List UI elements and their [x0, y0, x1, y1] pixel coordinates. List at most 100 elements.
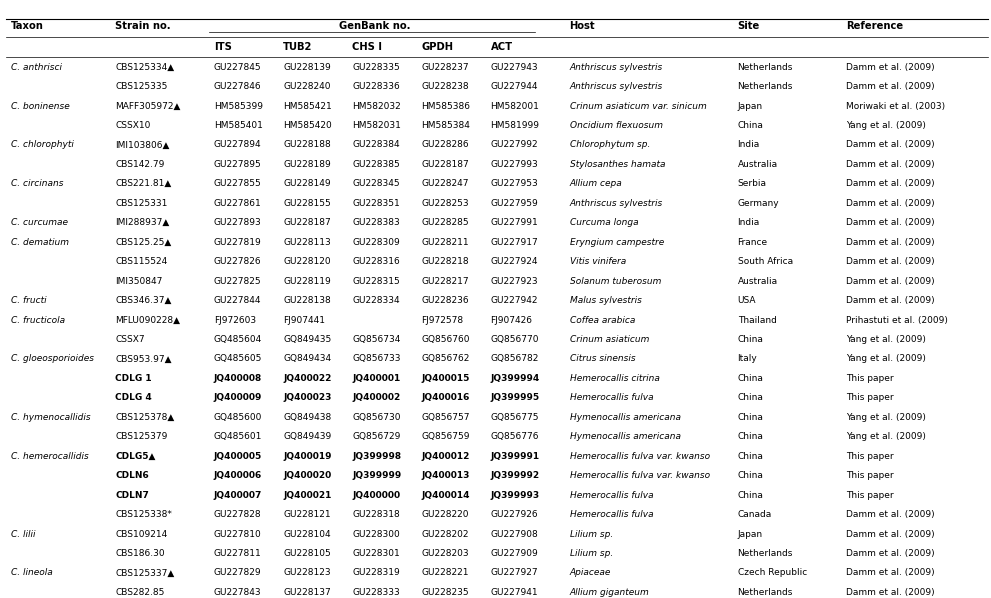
Text: GU228301: GU228301 [352, 549, 400, 558]
Text: CBS115524: CBS115524 [115, 257, 167, 266]
Text: GU228300: GU228300 [352, 530, 400, 539]
Text: GU228236: GU228236 [421, 296, 469, 305]
Text: GPDH: GPDH [421, 42, 454, 53]
Text: GQ849434: GQ849434 [283, 355, 331, 364]
Text: GU227992: GU227992 [491, 141, 538, 150]
Text: HM582001: HM582001 [491, 102, 539, 111]
Text: GU227943: GU227943 [491, 63, 538, 72]
Text: GU228238: GU228238 [421, 82, 469, 91]
Text: Italy: Italy [737, 355, 757, 364]
Text: GU228286: GU228286 [421, 141, 469, 150]
Text: CDLG 1: CDLG 1 [115, 374, 152, 383]
Text: GQ856733: GQ856733 [352, 355, 400, 364]
Text: C. anthrisci: C. anthrisci [11, 63, 62, 72]
Text: GU228309: GU228309 [352, 238, 400, 247]
Text: JQ399993: JQ399993 [491, 490, 540, 500]
Text: GQ856782: GQ856782 [491, 355, 539, 364]
Text: Hemerocallis fulva var. kwanso: Hemerocallis fulva var. kwanso [570, 451, 710, 460]
Text: Yang et al. (2009): Yang et al. (2009) [846, 121, 927, 130]
Text: FJ972578: FJ972578 [421, 316, 464, 325]
Text: China: China [737, 393, 763, 402]
Text: CBS125.25▲: CBS125.25▲ [115, 238, 171, 247]
Text: GU228319: GU228319 [352, 569, 400, 578]
Text: JQ399999: JQ399999 [352, 471, 401, 480]
Text: GU228121: GU228121 [283, 510, 331, 519]
Text: This paper: This paper [846, 451, 894, 460]
Text: GU227908: GU227908 [491, 530, 538, 539]
Text: CSSX10: CSSX10 [115, 121, 151, 130]
Text: GU228351: GU228351 [352, 199, 400, 208]
Text: CBS282.85: CBS282.85 [115, 588, 165, 597]
Text: CSSX7: CSSX7 [115, 335, 145, 344]
Text: Damm et al. (2009): Damm et al. (2009) [846, 141, 935, 150]
Text: GU228333: GU228333 [352, 588, 400, 597]
Text: HM585421: HM585421 [283, 102, 332, 111]
Text: China: China [737, 121, 763, 130]
Text: JQ400014: JQ400014 [421, 490, 470, 500]
Text: GU227845: GU227845 [214, 63, 262, 72]
Text: Lilium sp.: Lilium sp. [570, 530, 612, 539]
Text: Allium giganteum: Allium giganteum [570, 588, 649, 597]
Text: Australia: Australia [737, 160, 778, 169]
Text: South Africa: South Africa [737, 257, 793, 266]
Text: GU227953: GU227953 [491, 179, 538, 188]
Text: Prihastuti et al. (2009): Prihastuti et al. (2009) [846, 316, 948, 325]
Text: GU228123: GU228123 [283, 569, 331, 578]
Text: JQ399995: JQ399995 [491, 393, 540, 402]
Text: JQ399992: JQ399992 [491, 471, 540, 480]
Text: Moriwaki et al. (2003): Moriwaki et al. (2003) [846, 102, 945, 111]
Text: JQ400009: JQ400009 [214, 393, 263, 402]
Text: FJ907441: FJ907441 [283, 316, 325, 325]
Text: GU227924: GU227924 [491, 257, 538, 266]
Text: CBS221.81▲: CBS221.81▲ [115, 179, 171, 188]
Text: GU227844: GU227844 [214, 296, 262, 305]
Text: Hemerocallis fulva: Hemerocallis fulva [570, 490, 653, 500]
Text: Japan: Japan [737, 102, 763, 111]
Text: GU228217: GU228217 [421, 277, 469, 286]
Text: GU227893: GU227893 [214, 218, 262, 227]
Text: Germany: Germany [737, 199, 779, 208]
Text: GU228187: GU228187 [421, 160, 469, 169]
Text: India: India [737, 141, 760, 150]
Text: Hemerocallis fulva: Hemerocallis fulva [570, 393, 653, 402]
Text: GU228235: GU228235 [421, 588, 469, 597]
Text: China: China [737, 374, 763, 383]
Text: Anthriscus sylvestris: Anthriscus sylvestris [570, 82, 663, 91]
Text: GQ856776: GQ856776 [491, 432, 539, 441]
Text: China: China [737, 432, 763, 441]
Text: Malus sylvestris: Malus sylvestris [570, 296, 641, 305]
Text: GU227829: GU227829 [214, 569, 262, 578]
Text: CDLN6: CDLN6 [115, 471, 149, 480]
Text: HM585386: HM585386 [421, 102, 471, 111]
Text: GQ856775: GQ856775 [491, 413, 539, 422]
Text: GU228237: GU228237 [421, 63, 469, 72]
Text: Crinum asiaticum var. sinicum: Crinum asiaticum var. sinicum [570, 102, 707, 111]
Text: GU228149: GU228149 [283, 179, 331, 188]
Text: GU227826: GU227826 [214, 257, 262, 266]
Text: ACT: ACT [491, 42, 512, 53]
Text: GU228334: GU228334 [352, 296, 399, 305]
Text: GU228247: GU228247 [421, 179, 469, 188]
Text: GU228139: GU228139 [283, 63, 331, 72]
Text: Hemerocallis citrina: Hemerocallis citrina [570, 374, 659, 383]
Text: C. hymenocallidis: C. hymenocallidis [11, 413, 91, 422]
Text: China: China [737, 490, 763, 500]
Text: Strain no.: Strain no. [115, 22, 170, 32]
Text: C. circinans: C. circinans [11, 179, 63, 188]
Text: IMI103806▲: IMI103806▲ [115, 141, 169, 150]
Text: GU228285: GU228285 [421, 218, 469, 227]
Text: GU228336: GU228336 [352, 82, 400, 91]
Text: GU227825: GU227825 [214, 277, 262, 286]
Text: GU228104: GU228104 [283, 530, 331, 539]
Text: China: China [737, 335, 763, 344]
Text: GU228345: GU228345 [352, 179, 399, 188]
Text: Site: Site [737, 22, 760, 32]
Text: Netherlands: Netherlands [737, 549, 793, 558]
Text: JQ400007: JQ400007 [214, 490, 263, 500]
Text: Yang et al. (2009): Yang et al. (2009) [846, 413, 927, 422]
Text: GU228119: GU228119 [283, 277, 331, 286]
Text: Curcuma longa: Curcuma longa [570, 218, 638, 227]
Text: Hemerocallis fulva var. kwanso: Hemerocallis fulva var. kwanso [570, 471, 710, 480]
Text: CBS142.79: CBS142.79 [115, 160, 165, 169]
Text: Damm et al. (2009): Damm et al. (2009) [846, 277, 935, 286]
